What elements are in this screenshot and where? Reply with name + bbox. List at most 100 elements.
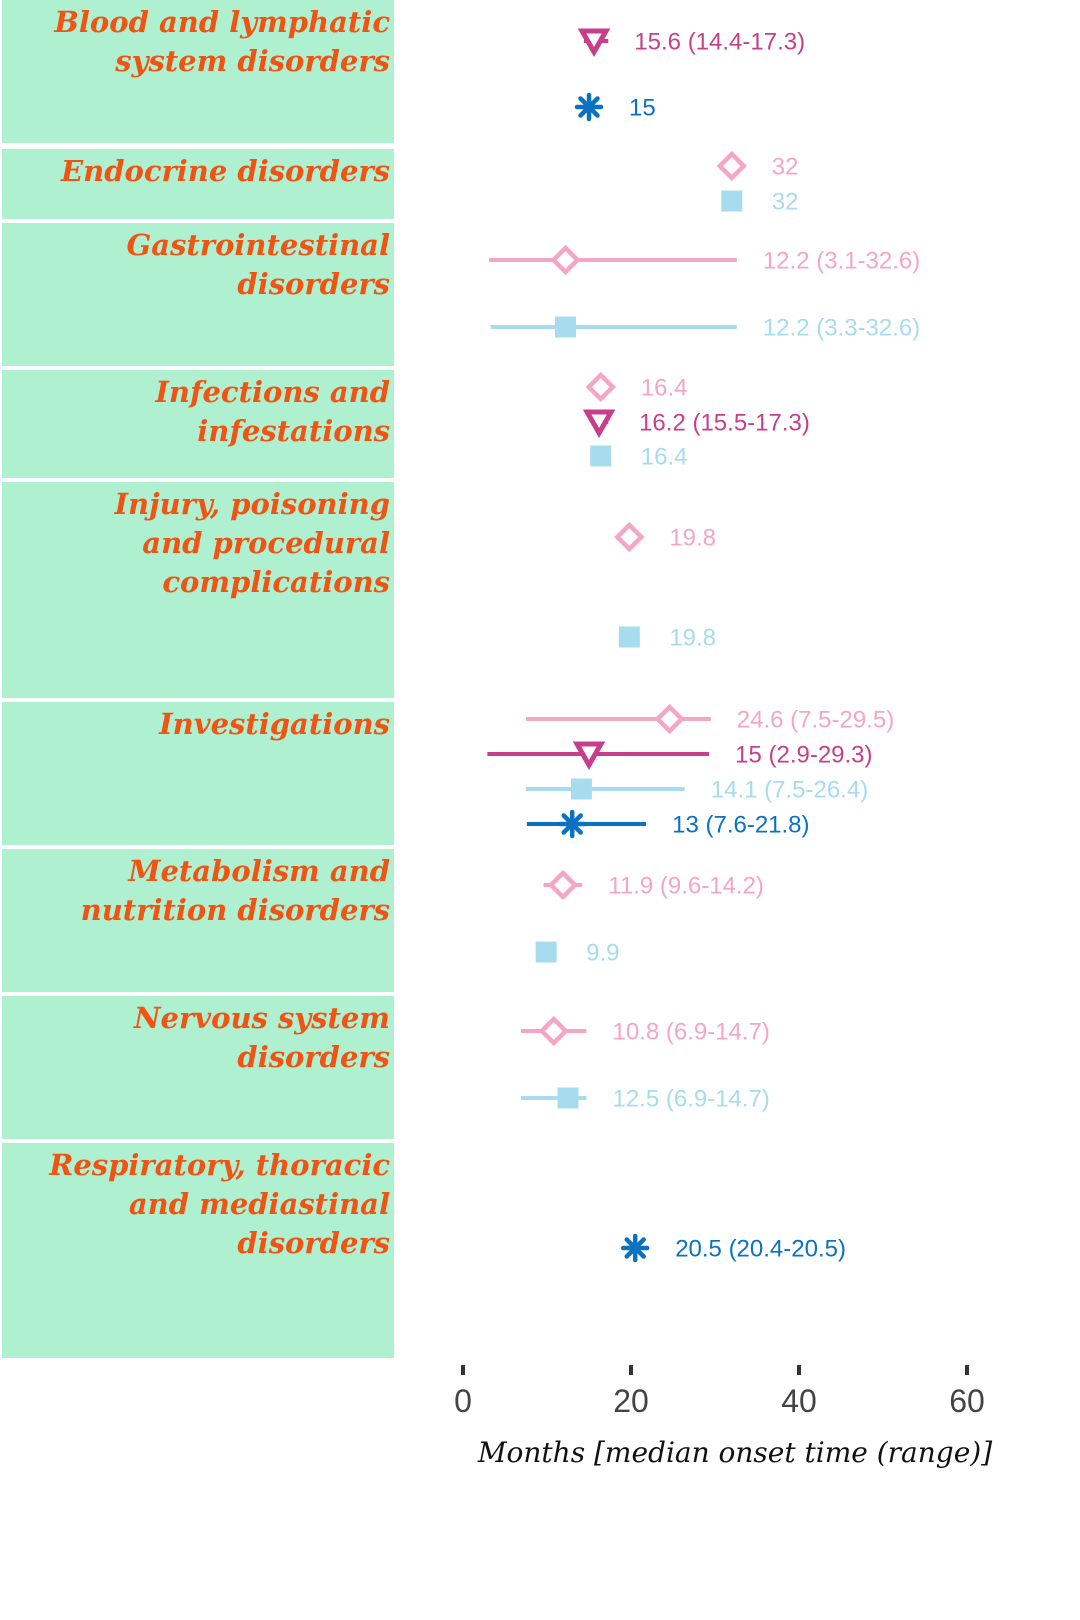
- category-label-line: Nervous system: [133, 1001, 390, 1035]
- marker-square: [721, 190, 743, 212]
- category-label-line: disorders: [237, 267, 390, 301]
- category-label-line: Respiratory, thoracic: [48, 1148, 390, 1182]
- category-label-investigations: Investigations: [158, 707, 390, 741]
- x-tick-label: 60: [949, 1383, 985, 1419]
- value-label: 9.9: [586, 940, 619, 967]
- plot-marks: 15.6 (14.4-17.3) 15 32 32 12.2 (3.1-32.6) 12.…: [487, 28, 920, 1263]
- data-point-investigations-1: 15 (2.9-29.3): [487, 741, 873, 771]
- data-point-respiratory-thoracic-and-mediastinal-disorders-0: 20.5 (20.4-20.5): [620, 1233, 846, 1263]
- value-label: 15: [629, 95, 656, 122]
- data-point-nervous-system-disorders-1: 12.5 (6.9-14.7): [520, 1086, 770, 1113]
- value-label: 16.4: [641, 375, 688, 402]
- x-tick-label: 20: [613, 1383, 649, 1419]
- marker-diamond-open: [654, 703, 685, 735]
- category-label-gastrointestinal-disorders: Gastrointestinal disorders: [127, 228, 390, 301]
- x-axis: 0 20 40 60: [454, 1365, 985, 1419]
- marker-diamond-open: [550, 244, 581, 276]
- value-label: 32: [772, 189, 799, 216]
- category-panels: Blood and lymphatic system disorders Endoc…: [2, 0, 394, 1358]
- category-label-endocrine-disorders: Endocrine disorders: [60, 154, 390, 188]
- category-label-line: complications: [162, 565, 390, 599]
- category-label-line: disorders: [237, 1040, 390, 1074]
- marker-square: [535, 941, 557, 963]
- value-label: 10.8 (6.9-14.7): [612, 1019, 769, 1046]
- marker-triangle-down: [577, 28, 611, 58]
- category-label-line: and mediastinal: [129, 1187, 390, 1221]
- value-label: 12.5 (6.9-14.7): [612, 1086, 769, 1113]
- category-label-nervous-system-disorders: Nervous system disorders: [133, 1001, 390, 1074]
- category-panel-respiratory-thoracic-and-mediastinal-disorders: [2, 1143, 394, 1358]
- category-panel-blood-and-lymphatic-system-disorders: [2, 0, 394, 143]
- category-label-line: Metabolism and: [127, 854, 390, 888]
- value-label: 24.6 (7.5-29.5): [737, 707, 894, 734]
- data-point-investigations-3: 13 (7.6-21.8): [526, 809, 810, 839]
- category-label-line: Infections and: [154, 375, 390, 409]
- data-point-endocrine-disorders-1: 32: [721, 189, 799, 216]
- marker-asterisk: [574, 92, 604, 122]
- value-label: 15.6 (14.4-17.3): [634, 29, 805, 56]
- data-point-infections-and-infestations-0: 16.4: [585, 371, 688, 403]
- category-panel-infections-and-infestations: [2, 370, 394, 478]
- data-point-blood-and-lymphatic-system-disorders-1: 15: [574, 92, 656, 122]
- category-label-line: nutrition disorders: [81, 893, 390, 927]
- category-panel-metabolism-and-nutrition-disorders: [2, 849, 394, 992]
- value-label: 16.4: [641, 444, 688, 471]
- marker-square: [557, 1087, 579, 1109]
- category-label-line: system disorders: [114, 44, 390, 78]
- marker-diamond-open: [547, 869, 579, 901]
- category-label-line: Endocrine disorders: [60, 154, 390, 188]
- category-label-respiratory-thoracic-and-mediastinal-disorders: Respiratory, thoracic and mediastinal diso…: [48, 1148, 390, 1260]
- data-point-infections-and-infestations-1: 16.2 (15.5-17.3): [582, 409, 810, 439]
- marker-asterisk: [620, 1233, 650, 1263]
- data-point-blood-and-lymphatic-system-disorders-0: 15.6 (14.4-17.3): [577, 28, 805, 58]
- category-label-metabolism-and-nutrition-disorders: Metabolism and nutrition disorders: [81, 854, 390, 927]
- marker-triangle-down: [572, 741, 606, 771]
- data-point-metabolism-and-nutrition-disorders-0: 11.9 (9.6-14.2): [543, 869, 764, 901]
- category-label-blood-and-lymphatic-system-disorders: Blood and lymphatic system disorders: [53, 5, 390, 78]
- value-label: 12.2 (3.1-32.6): [763, 248, 920, 275]
- value-label: 16.2 (15.5-17.3): [639, 410, 810, 437]
- data-point-infections-and-infestations-2: 16.4: [590, 444, 687, 471]
- data-point-injury-poisoning-and-procedural-complications-1: 19.8: [618, 625, 716, 652]
- data-point-gastrointestinal-disorders-0: 12.2 (3.1-32.6): [489, 244, 920, 276]
- x-axis-title: Months [median onset time (range)]: [477, 1436, 992, 1469]
- category-panel-injury-poisoning-and-procedural-complications: [2, 482, 394, 698]
- value-label: 19.8: [669, 625, 716, 652]
- x-tick-label: 40: [781, 1383, 817, 1419]
- category-label-infections-and-infestations: Infections and infestations: [154, 375, 390, 448]
- marker-square: [618, 626, 640, 648]
- marker-square: [554, 316, 576, 338]
- data-point-metabolism-and-nutrition-disorders-1: 9.9: [535, 940, 620, 967]
- data-point-endocrine-disorders-0: 32: [716, 150, 799, 182]
- value-label: 15 (2.9-29.3): [735, 742, 872, 769]
- category-label-line: Investigations: [158, 707, 390, 741]
- value-label: 32: [772, 154, 799, 181]
- value-label: 11.9 (9.6-14.2): [608, 873, 764, 900]
- category-label-line: and procedural: [142, 526, 390, 560]
- marker-triangle-down: [582, 409, 616, 439]
- marker-diamond-open: [614, 521, 645, 553]
- x-tick-label: 0: [454, 1383, 472, 1419]
- marker-asterisk: [557, 809, 587, 839]
- value-label: 19.8: [669, 525, 716, 552]
- value-label: 14.1 (7.5-26.4): [711, 777, 868, 804]
- data-point-gastrointestinal-disorders-1: 12.2 (3.3-32.6): [490, 315, 920, 342]
- data-point-injury-poisoning-and-procedural-complications-0: 19.8: [614, 521, 716, 553]
- category-label-line: Blood and lymphatic: [53, 5, 390, 39]
- data-point-investigations-2: 14.1 (7.5-26.4): [526, 777, 868, 804]
- value-label: 20.5 (20.4-20.5): [675, 1236, 846, 1263]
- marker-diamond-open: [716, 150, 747, 182]
- marker-square: [590, 445, 612, 467]
- category-label-line: infestations: [197, 414, 390, 448]
- marker-diamond-open: [585, 371, 616, 403]
- category-panel-nervous-system-disorders: [2, 996, 394, 1139]
- category-panel-endocrine-disorders: [2, 149, 394, 219]
- category-label-line: disorders: [237, 1226, 390, 1260]
- category-label-injury-poisoning-and-procedural-complications: Injury, poisoning and procedural complicat…: [113, 487, 390, 599]
- value-label: 13 (7.6-21.8): [672, 812, 809, 839]
- marker-square: [570, 778, 592, 800]
- marker-diamond-open: [538, 1015, 569, 1047]
- category-panel-gastrointestinal-disorders: [2, 223, 394, 366]
- data-point-nervous-system-disorders-0: 10.8 (6.9-14.7): [520, 1015, 770, 1047]
